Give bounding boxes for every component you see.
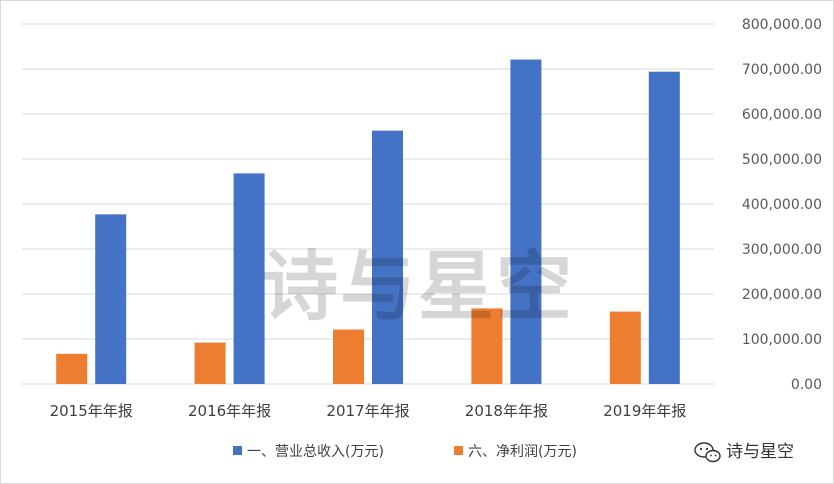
bar [510,59,542,385]
bars [56,59,680,385]
wechat-watermark-badge: 诗与星空 [694,442,794,463]
y-tick-label: 800,000.00 [742,17,822,33]
x-tick-label: 2016年年报 [188,402,271,420]
bar [648,71,680,384]
watermark-badge-text: 诗与星空 [726,442,794,462]
y-tick-label: 0.00 [791,377,822,393]
legend-swatch [233,446,242,455]
watermark-text: 诗与星空 [262,242,574,331]
y-tick-label: 300,000.00 [742,242,822,258]
bar [95,214,127,384]
legend-label: 六、净利润(万元) [468,444,577,460]
y-tick-label: 400,000.00 [742,197,822,213]
bar [372,130,403,384]
bar [471,308,503,384]
x-tick-label: 2017年年报 [326,402,409,420]
x-tick-label: 2015年年报 [50,402,133,420]
wechat-icon [694,442,721,463]
legend-label: 一、营业总收入(万元) [247,444,384,460]
y-tick-label: 500,000.00 [742,152,822,168]
legend[interactable]: 一、营业总收入(万元) 六、净利润(万元) [233,444,577,460]
bar [233,173,265,384]
x-axis-ticks: 2015年年报 2016年年报 2017年年报 2018年年报 2019年年报 [50,402,687,420]
bar [56,353,88,384]
bar [609,311,641,384]
legend-swatch [454,446,463,455]
x-tick-label: 2019年年报 [603,402,686,420]
bar [333,329,364,384]
x-tick-label: 2018年年报 [465,402,548,420]
y-tick-label: 600,000.00 [742,107,822,123]
gridlines [22,23,714,385]
y-tick-label: 700,000.00 [742,62,822,78]
y-tick-label: 200,000.00 [742,287,822,303]
bar [194,342,226,384]
y-tick-label: 100,000.00 [742,332,822,348]
y-axis-ticks: 0.00 100,000.00 200,000.00 300,000.00 400,00… [742,17,822,393]
